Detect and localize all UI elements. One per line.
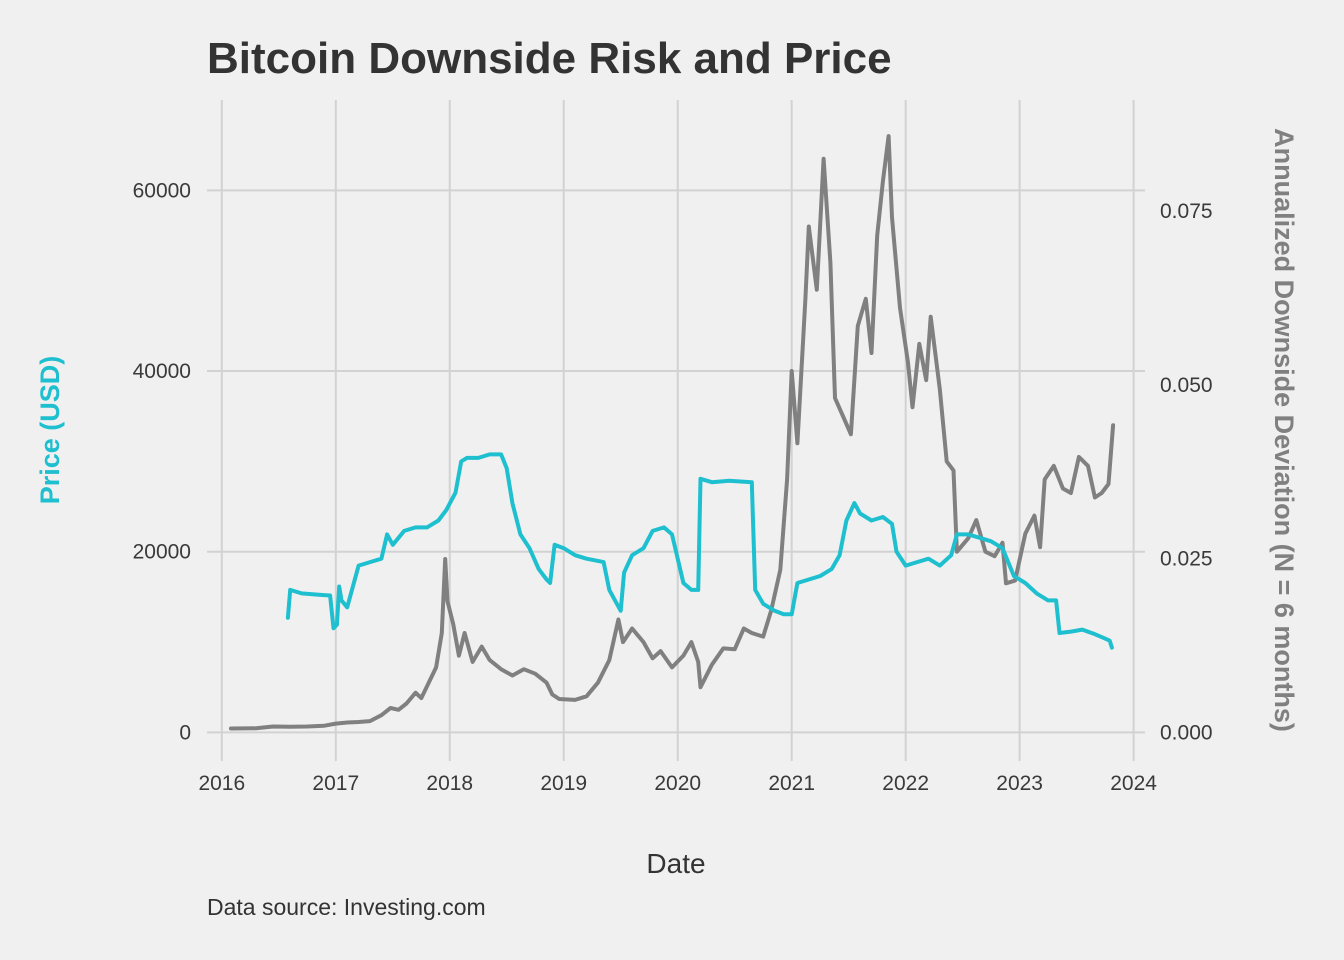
y-right-axis-title: Annualized Downside Deviation (N = 6 mon… [1269, 128, 1299, 732]
series-layer [228, 134, 1116, 731]
y-left-tick-label: 60000 [133, 179, 191, 202]
y-left-tick-label: 40000 [133, 360, 191, 383]
x-tick-label: 2016 [198, 772, 245, 795]
x-axis-ticks: 2016 2017 2018 2019 2020 2021 2022 2023 2024 [198, 772, 1157, 795]
price-series-line [228, 134, 1116, 731]
y-right-tick-label: 0.050 [1160, 374, 1213, 397]
data-source-caption: Data source: Investing.com [207, 894, 486, 920]
chart-title: Bitcoin Downside Risk and Price [207, 34, 892, 83]
x-axis-title: Date [646, 848, 705, 879]
y-left-axis-ticks: 0 20000 40000 60000 [133, 179, 191, 744]
y-right-tick-label: 0.000 [1160, 721, 1213, 744]
y-right-tick-label: 0.075 [1160, 200, 1213, 223]
y-right-axis-ticks: 0.000 0.025 0.050 0.075 [1160, 200, 1213, 744]
x-tick-label: 2019 [540, 772, 587, 795]
x-tick-label: 2022 [882, 772, 929, 795]
x-tick-label: 2020 [654, 772, 701, 795]
y-left-tick-label: 0 [179, 721, 191, 744]
y-left-tick-label: 20000 [133, 541, 191, 564]
x-tick-label: 2024 [1110, 772, 1157, 795]
y-right-tick-label: 0.025 [1160, 548, 1213, 571]
x-tick-label: 2021 [768, 772, 815, 795]
gridlines [207, 100, 1145, 761]
x-tick-label: 2017 [312, 772, 359, 795]
y-left-axis-title: Price (USD) [35, 356, 65, 505]
x-tick-label: 2023 [996, 772, 1043, 795]
x-tick-label: 2018 [426, 772, 473, 795]
